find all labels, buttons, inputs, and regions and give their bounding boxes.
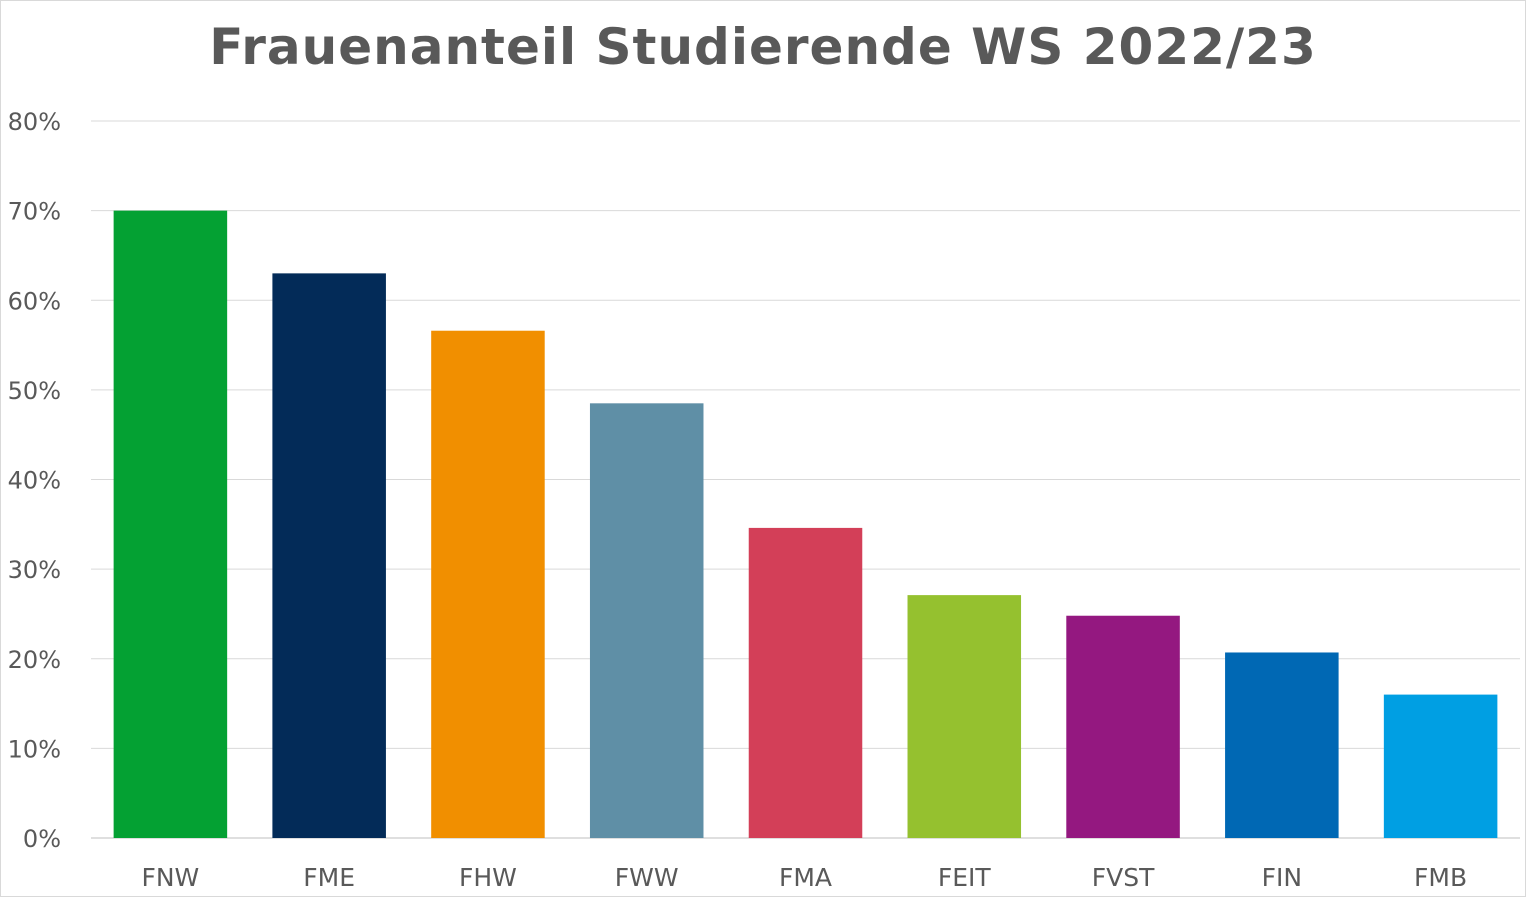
x-tick-label-fme: FME [303,863,355,892]
x-tick-label-fmb: FMB [1414,863,1467,892]
bar-fme [272,273,386,838]
bar-fma [748,527,863,838]
x-tick-label-fvst: FVST [1092,863,1155,892]
bars [113,210,1498,838]
bar-fnw [113,210,228,838]
y-tick-label-70: 70% [8,198,61,226]
x-tick-label-fma: FMA [779,863,832,892]
x-tick-label-fin: FIN [1262,863,1302,892]
y-axis-ticks: 0% 10% 20% 30% 40% 50% 60% 70% 80% [8,108,61,853]
bar-fvst [1066,615,1180,838]
y-tick-label-0: 0% [23,825,61,853]
bar-fhw [431,330,545,838]
x-tick-label-feit: FEIT [938,863,992,892]
x-tick-label-fww: FWW [615,863,679,892]
x-tick-label-fnw: FNW [141,863,199,892]
y-tick-label-80: 80% [8,108,61,136]
bar-fin [1225,652,1339,838]
y-tick-label-40: 40% [8,467,61,495]
x-axis-ticks: FNW FME FHW FWW FMA FEIT FVST FIN FMB [141,863,1467,892]
y-tick-label-30: 30% [8,556,61,584]
bar-fmb [1383,694,1498,838]
x-tick-label-fhw: FHW [459,863,517,892]
chart-title: Frauenanteil Studierende WS 2022/23 [209,18,1317,76]
bar-fww [589,403,704,838]
y-tick-label-50: 50% [8,377,61,405]
y-tick-label-10: 10% [8,735,61,763]
y-tick-label-60: 60% [8,287,61,315]
y-tick-label-20: 20% [8,646,61,674]
bar-feit [907,595,1022,838]
